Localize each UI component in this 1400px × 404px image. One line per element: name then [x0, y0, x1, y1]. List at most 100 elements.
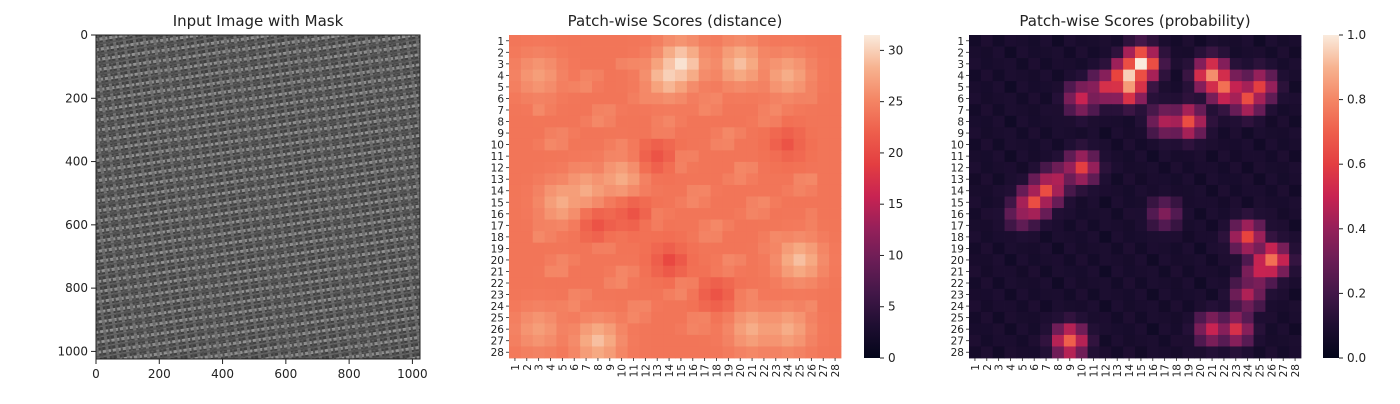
heatmap-cell — [520, 173, 534, 186]
heatmap-cell — [758, 46, 771, 59]
heatmap-cell — [1087, 127, 1100, 140]
heatmap-cell — [1075, 277, 1088, 290]
heatmap-cell — [615, 265, 628, 278]
heatmap-cell — [568, 242, 581, 255]
heatmap-cell — [1241, 231, 1254, 244]
heatmap-cell — [675, 46, 688, 59]
heatmap-cell — [532, 334, 545, 347]
heatmap-cell — [663, 254, 676, 267]
heatmap-cell — [722, 138, 735, 151]
heatmap-cell — [639, 311, 652, 324]
heatmap-cell — [1253, 277, 1266, 290]
heatmap-cell — [969, 265, 982, 278]
heatmap-cell — [651, 242, 664, 255]
heatmap-cell — [1146, 208, 1160, 220]
heatmap-cell — [1218, 138, 1231, 151]
heatmap-cell — [1040, 173, 1053, 186]
x-tick-label: 16 — [688, 364, 700, 378]
heatmap-cell — [592, 92, 605, 105]
heatmap-cell — [532, 265, 545, 278]
heatmap-cell — [1099, 127, 1112, 140]
heatmap-cell — [580, 208, 593, 220]
heatmap-cell — [663, 288, 676, 301]
heatmap-cell — [1146, 46, 1160, 59]
heatmap-cell — [781, 161, 794, 174]
heatmap-cell — [1289, 265, 1302, 278]
heatmap-cell — [1158, 242, 1171, 255]
x-tick-label: 19 — [723, 364, 735, 377]
heatmap-cell — [746, 311, 759, 324]
heatmap-cell — [639, 104, 652, 117]
heatmap-cell — [980, 208, 994, 220]
x-tick-label: 17 — [1160, 364, 1172, 377]
heatmap-cell — [556, 150, 569, 163]
heatmap-cell — [992, 208, 1005, 220]
heatmap-cell — [1158, 104, 1171, 117]
heatmap-cell — [1111, 138, 1124, 151]
heatmap-cell — [1135, 208, 1148, 220]
heatmap-cell — [1170, 104, 1183, 117]
heatmap-cell — [544, 127, 557, 140]
y-tick-label: 14 — [491, 186, 505, 198]
heatmap-cell — [1265, 219, 1278, 232]
heatmap-cell — [556, 311, 569, 324]
heatmap-cell — [1194, 115, 1207, 128]
heatmap-cell — [817, 150, 830, 163]
heatmap-cell — [1265, 81, 1278, 94]
heatmap-cell — [793, 346, 806, 359]
heatmap-cell — [639, 69, 652, 82]
heatmap-cell — [520, 69, 534, 82]
heatmap-cell — [722, 231, 735, 244]
heatmap-cell — [532, 81, 545, 94]
heatmap-cell — [544, 161, 557, 174]
heatmap-cell — [710, 231, 723, 244]
heatmap-cell — [1063, 311, 1077, 324]
heatmap-cell — [568, 300, 581, 313]
x-tick-label: 25 — [795, 364, 807, 377]
heatmap-cell — [1265, 161, 1278, 174]
heatmap-cell — [1099, 92, 1112, 105]
heatmap-cell — [1099, 81, 1112, 94]
heatmap-cell — [1170, 196, 1183, 209]
heatmap-cell — [1241, 115, 1254, 128]
heatmap-cell — [829, 323, 842, 336]
heatmap-cell — [1265, 35, 1278, 47]
colorbar-bar — [864, 35, 880, 358]
heatmap-cell — [1289, 173, 1302, 186]
heatmap-cell — [1099, 300, 1112, 313]
y-tick-label: 800 — [65, 281, 88, 295]
heatmap-cell — [675, 219, 688, 232]
x-tick-label: 27 — [1278, 364, 1290, 377]
heatmap-cell — [758, 231, 771, 244]
x-tick-label: 9 — [1065, 364, 1077, 371]
heatmap-cell — [1063, 173, 1077, 186]
heatmap-cell — [1016, 161, 1029, 174]
heatmap-cell — [568, 150, 581, 163]
heatmap-cell — [580, 46, 593, 59]
heatmap-cell — [1016, 311, 1029, 324]
heatmap-cell — [580, 196, 593, 209]
heatmap-cell — [710, 150, 723, 163]
heatmap-cell — [663, 115, 676, 128]
y-tick-label: 400 — [65, 155, 88, 169]
heatmap-cell — [603, 265, 617, 278]
x-tick-label: 21 — [1207, 364, 1219, 377]
heatmap-cell — [592, 184, 605, 197]
heatmap-cell — [1182, 231, 1195, 244]
heatmap-cell — [686, 208, 700, 220]
heatmap-cell — [1111, 104, 1124, 117]
heatmap-cell — [769, 219, 783, 232]
heatmap-cell — [509, 231, 522, 244]
heatmap-cell — [805, 46, 818, 59]
heatmap-cell — [1194, 219, 1207, 232]
heatmap-cell — [1123, 265, 1136, 278]
heatmap-cell — [829, 242, 842, 255]
heatmap-cell — [544, 323, 557, 336]
heatmap-cell — [722, 323, 735, 336]
heatmap-cell — [556, 219, 569, 232]
heatmap-cell — [603, 334, 617, 347]
heatmap-cell — [793, 242, 806, 255]
heatmap-cell — [1052, 150, 1065, 163]
heatmap-cell — [651, 35, 664, 47]
